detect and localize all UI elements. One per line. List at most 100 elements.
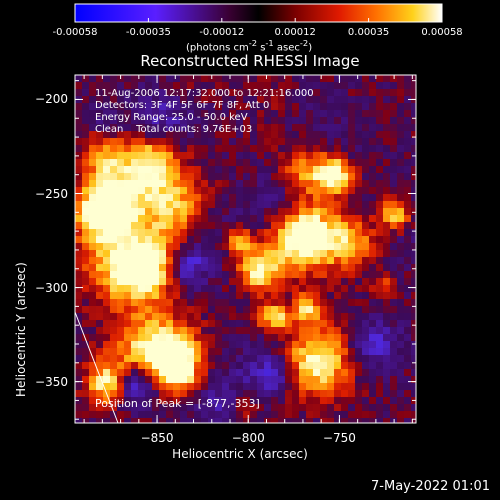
heatmap-cell (390, 299, 397, 306)
heatmap-cell (166, 285, 173, 292)
heatmap-cell (355, 215, 362, 222)
heatmap-cell (159, 285, 166, 292)
heatmap-cell (166, 313, 173, 320)
heatmap-cell (229, 341, 236, 348)
heatmap-cell (159, 201, 166, 208)
heatmap-cell (257, 299, 264, 306)
heatmap-cell (180, 131, 187, 138)
heatmap-cell (320, 390, 327, 397)
heatmap-cell (341, 131, 348, 138)
heatmap-cell (383, 383, 390, 390)
heatmap-cell (215, 222, 222, 229)
heatmap-cell (250, 348, 257, 355)
heatmap-cell (362, 250, 369, 257)
heatmap-cell (285, 404, 292, 411)
heatmap-cell (194, 89, 201, 96)
heatmap-cell (348, 173, 355, 180)
heatmap-cell (383, 327, 390, 334)
heatmap-cell (341, 341, 348, 348)
heatmap-cell (341, 411, 348, 418)
heatmap-cell (383, 257, 390, 264)
heatmap-cell (306, 194, 313, 201)
heatmap-cell (145, 292, 152, 299)
heatmap-cell (369, 89, 376, 96)
heatmap-cell (236, 187, 243, 194)
heatmap-cell (243, 355, 250, 362)
heatmap-cell (341, 299, 348, 306)
heatmap-cell (411, 124, 416, 131)
heatmap-cell (75, 201, 82, 208)
heatmap-cell (117, 103, 124, 110)
heatmap-cell (306, 355, 313, 362)
heatmap-cell (75, 257, 82, 264)
heatmap-cell (397, 334, 404, 341)
heatmap-cell (299, 404, 306, 411)
heatmap-cell (243, 159, 250, 166)
heatmap-cell (215, 75, 222, 82)
heatmap-cell (383, 201, 390, 208)
heatmap-cell (110, 82, 117, 89)
heatmap-cell (173, 145, 180, 152)
heatmap-cell (173, 271, 180, 278)
heatmap-cell (131, 75, 138, 82)
heatmap-cell (124, 278, 131, 285)
heatmap-cell (166, 271, 173, 278)
heatmap-cell (285, 215, 292, 222)
heatmap-cell (124, 355, 131, 362)
heatmap-cell (152, 222, 159, 229)
heatmap-cell (117, 145, 124, 152)
heatmap-cell (306, 208, 313, 215)
heatmap-cell (362, 327, 369, 334)
heatmap-cell (397, 194, 404, 201)
heatmap-cell (306, 117, 313, 124)
heatmap-cell (236, 411, 243, 418)
heatmap-cell (369, 208, 376, 215)
heatmap-cell (194, 327, 201, 334)
heatmap-cell (89, 278, 96, 285)
heatmap-cell (299, 306, 306, 313)
heatmap-cell (313, 320, 320, 327)
heatmap-cell (411, 117, 416, 124)
heatmap-cell (201, 327, 208, 334)
heatmap-cell (271, 145, 278, 152)
heatmap-cell (411, 236, 416, 243)
heatmap-cell (145, 166, 152, 173)
heatmap-cell (89, 229, 96, 236)
heatmap-cell (341, 145, 348, 152)
heatmap-cell (222, 264, 229, 271)
heatmap-cell (222, 250, 229, 257)
heatmap-cell (229, 299, 236, 306)
heatmap-cell (334, 278, 341, 285)
heatmap-cell (222, 369, 229, 376)
heatmap-cell (166, 117, 173, 124)
heatmap-cell (187, 299, 194, 306)
heatmap-cell (82, 243, 89, 250)
heatmap-cell (194, 418, 201, 423)
heatmap-cell (404, 250, 411, 257)
heatmap-cell (313, 110, 320, 117)
heatmap-cell (348, 82, 355, 89)
heatmap-cell (320, 320, 327, 327)
heatmap-cell (131, 341, 138, 348)
heatmap-cell (383, 404, 390, 411)
heatmap-cell (236, 152, 243, 159)
heatmap-cell (236, 327, 243, 334)
plot-frame (74, 74, 417, 424)
heatmap-cell (82, 103, 89, 110)
heatmap-cell (215, 369, 222, 376)
heatmap-cell (194, 355, 201, 362)
heatmap-cell (376, 173, 383, 180)
heatmap-cell (285, 117, 292, 124)
heatmap-cell (103, 257, 110, 264)
heatmap-cell (89, 313, 96, 320)
heatmap-cell (173, 187, 180, 194)
heatmap-cell (285, 334, 292, 341)
heatmap-cell (341, 159, 348, 166)
heatmap-cell (285, 390, 292, 397)
heatmap-cell (201, 194, 208, 201)
heatmap-cell (362, 320, 369, 327)
heatmap-cell (250, 243, 257, 250)
heatmap-cell (278, 334, 285, 341)
heatmap-cell (229, 243, 236, 250)
heatmap-cell (82, 306, 89, 313)
